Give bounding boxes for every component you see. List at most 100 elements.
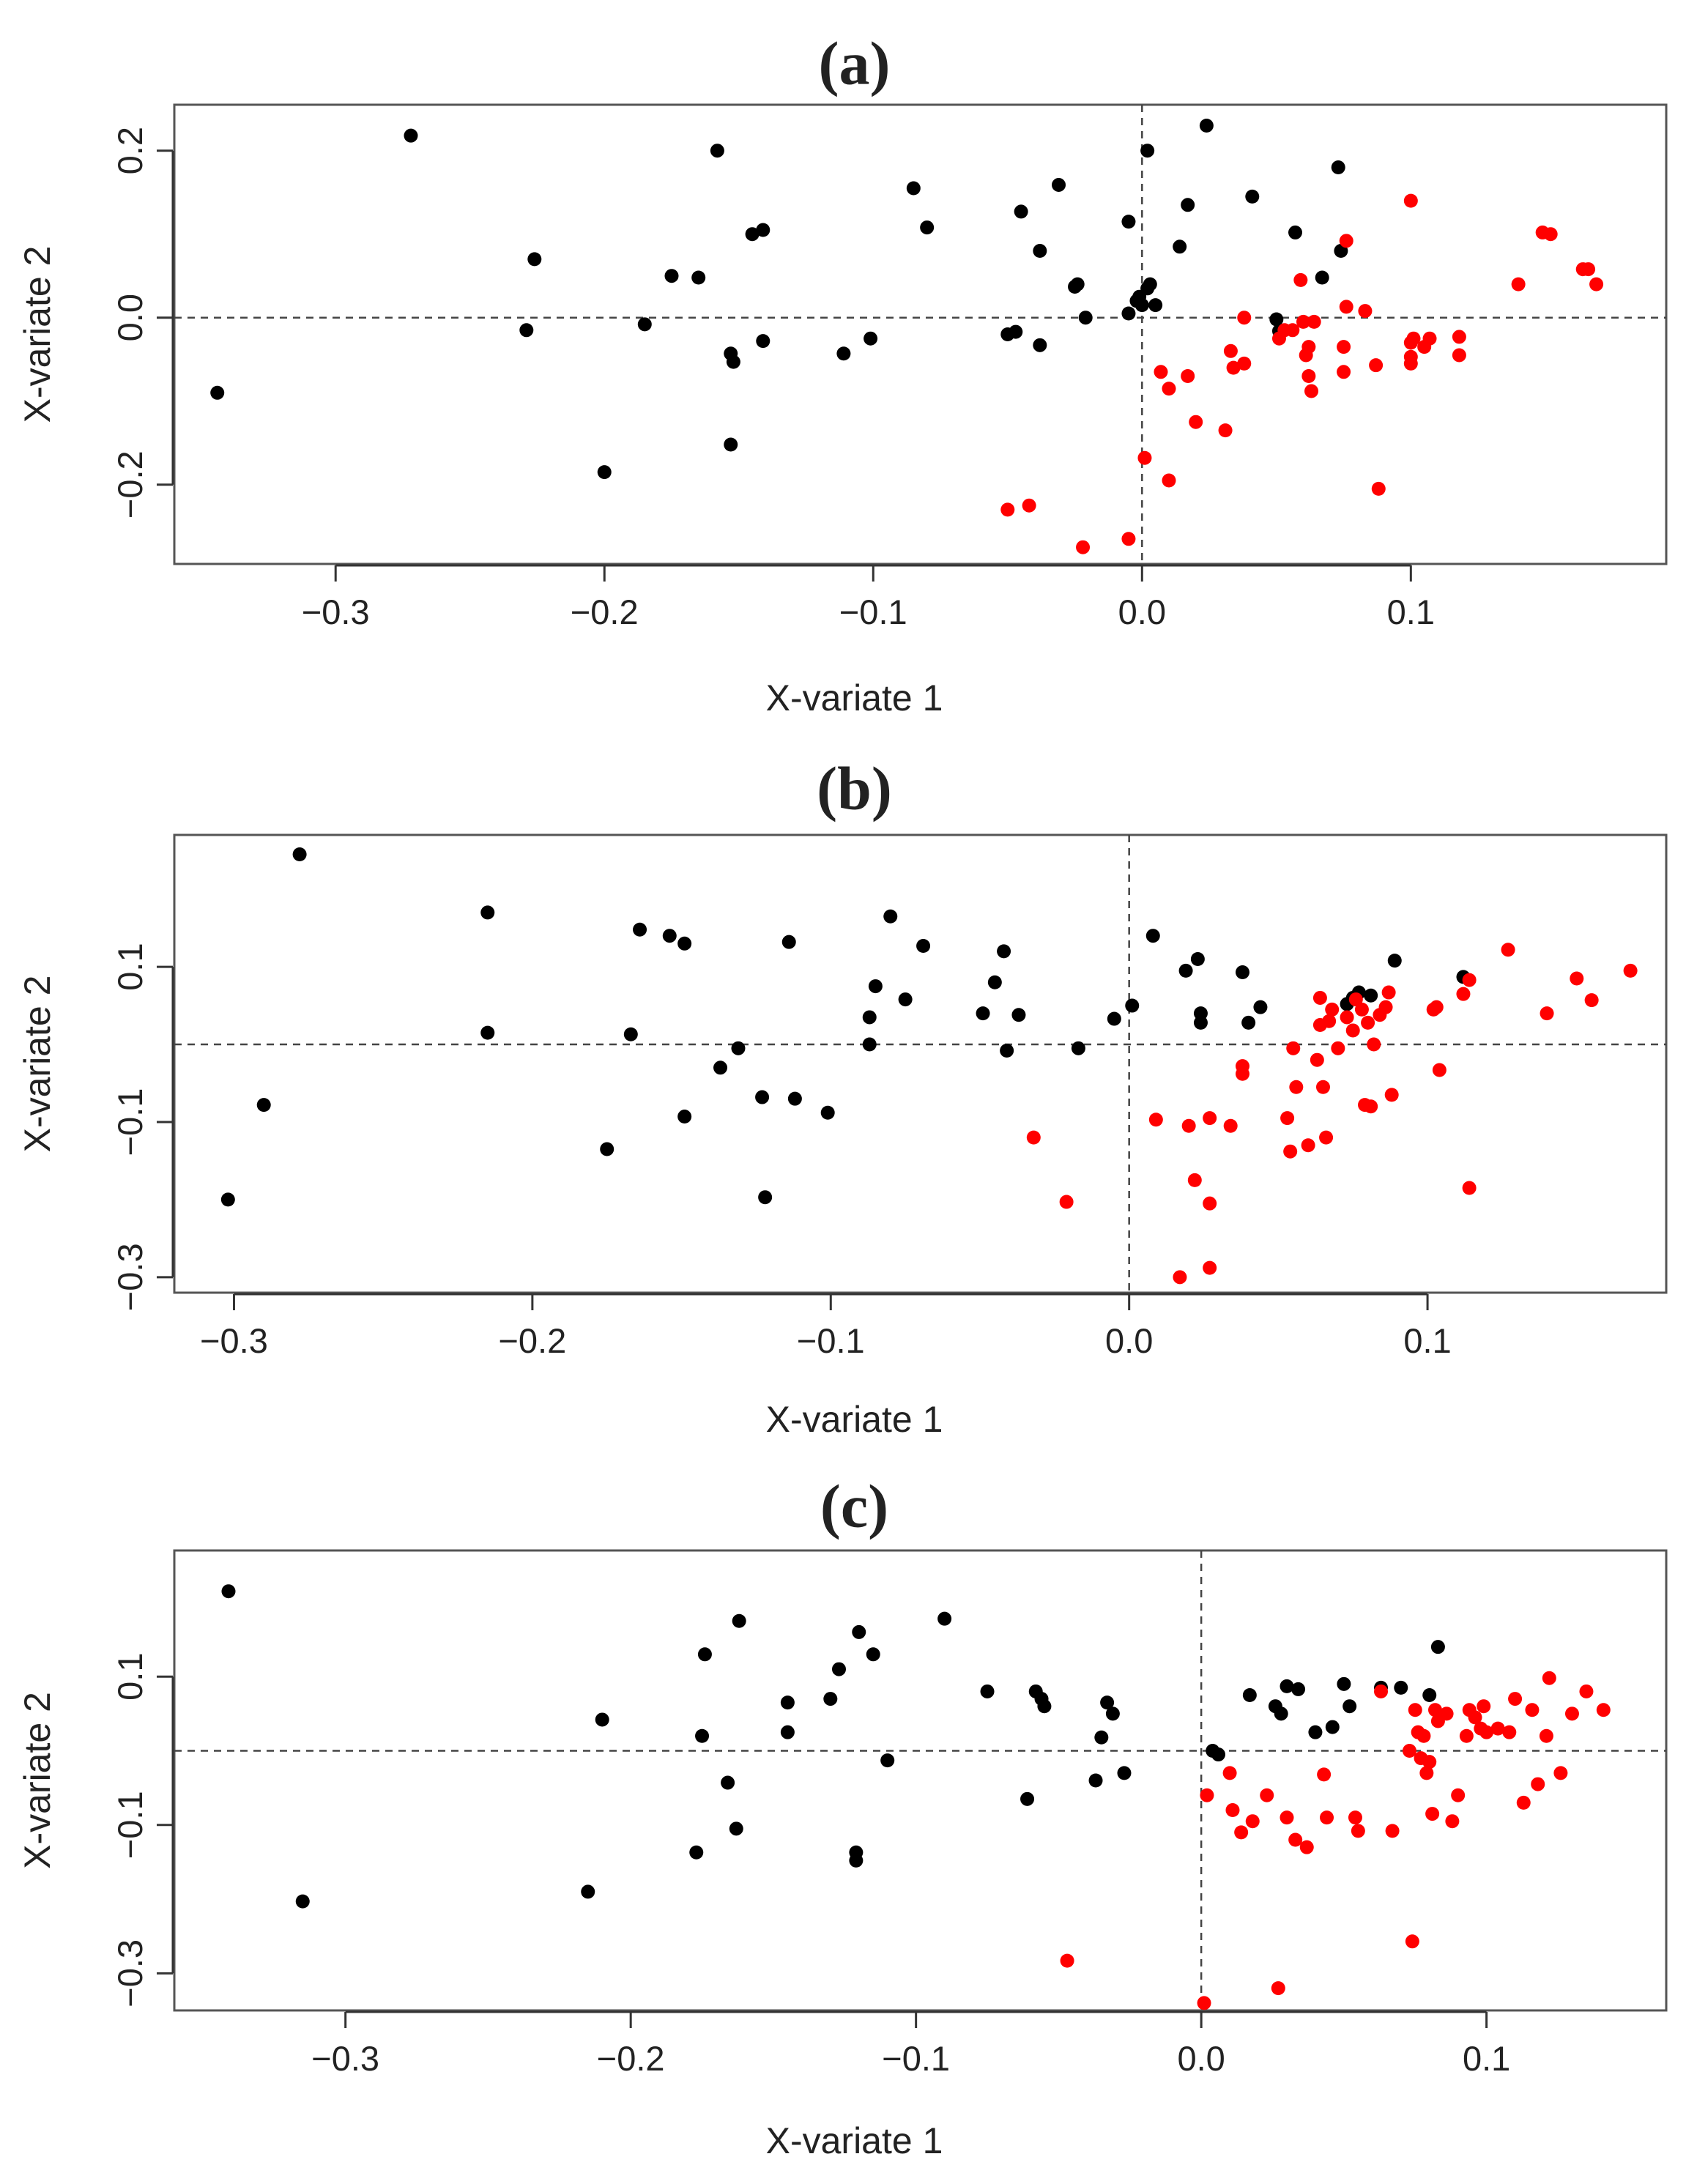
x-tick-label: −0.1 bbox=[797, 1321, 865, 1360]
data-point bbox=[1310, 1052, 1324, 1067]
y-tick-label: 0.0 bbox=[111, 294, 149, 341]
data-point bbox=[1105, 1706, 1120, 1721]
data-point bbox=[1623, 963, 1638, 978]
data-point bbox=[1331, 160, 1345, 174]
data-point bbox=[1260, 1788, 1274, 1802]
data-point bbox=[664, 269, 679, 283]
data-point bbox=[1339, 234, 1353, 248]
data-point bbox=[1296, 314, 1311, 329]
data-point bbox=[1140, 144, 1155, 158]
data-point bbox=[1000, 1043, 1014, 1058]
data-point bbox=[581, 1884, 595, 1899]
data-point bbox=[980, 1684, 995, 1698]
data-point bbox=[221, 1584, 236, 1599]
data-point bbox=[1319, 1130, 1334, 1145]
data-point bbox=[1428, 1703, 1443, 1717]
data-point bbox=[1452, 348, 1466, 363]
data-point bbox=[1385, 1824, 1400, 1838]
x-tick-label: −0.3 bbox=[311, 2039, 379, 2078]
y-axis-title: X-variate 2 bbox=[17, 246, 58, 423]
data-point bbox=[726, 354, 740, 369]
panel-title: (a) bbox=[819, 29, 891, 97]
data-point bbox=[1364, 1099, 1378, 1114]
data-point bbox=[1199, 119, 1214, 133]
data-point bbox=[695, 1728, 710, 1743]
plot-frame bbox=[173, 833, 1668, 1294]
data-point bbox=[880, 1753, 895, 1768]
data-point bbox=[866, 1647, 880, 1662]
data-point bbox=[1540, 1006, 1554, 1021]
series-2 bbox=[1060, 1671, 1611, 2010]
x-tick-label: 0.1 bbox=[1463, 2039, 1510, 2078]
data-point bbox=[1197, 1996, 1211, 2010]
data-point bbox=[1490, 1721, 1505, 1736]
data-point bbox=[862, 1037, 877, 1052]
data-point bbox=[1367, 1037, 1381, 1052]
data-point bbox=[1280, 1111, 1295, 1126]
data-point bbox=[1432, 1063, 1447, 1077]
data-point bbox=[1033, 244, 1047, 258]
data-point bbox=[1542, 1671, 1556, 1685]
data-point bbox=[1253, 1000, 1268, 1014]
data-point bbox=[1181, 198, 1195, 212]
data-point bbox=[1422, 1755, 1437, 1769]
data-point bbox=[1148, 1113, 1163, 1127]
data-point bbox=[1094, 1730, 1109, 1745]
data-point bbox=[519, 323, 534, 338]
data-point bbox=[1286, 1041, 1301, 1055]
data-point bbox=[1237, 311, 1252, 325]
data-point bbox=[1312, 990, 1327, 1005]
data-point bbox=[623, 1027, 638, 1041]
data-point bbox=[1543, 227, 1558, 242]
data-point bbox=[1374, 1684, 1389, 1698]
data-point bbox=[1193, 1015, 1208, 1030]
data-point bbox=[1162, 382, 1176, 396]
data-point bbox=[1271, 1981, 1285, 1996]
data-point bbox=[480, 905, 495, 920]
data-point bbox=[689, 1845, 704, 1860]
data-point bbox=[755, 1090, 770, 1104]
data-point bbox=[1570, 971, 1584, 986]
x-tick-label: −0.3 bbox=[200, 1321, 268, 1360]
data-point bbox=[1288, 1832, 1303, 1847]
data-point bbox=[1242, 1688, 1257, 1703]
data-point bbox=[1320, 1810, 1334, 1825]
data-point bbox=[1445, 1814, 1460, 1829]
data-point bbox=[1462, 973, 1477, 987]
data-point bbox=[1037, 1699, 1052, 1714]
y-axis-title: X-variate 2 bbox=[17, 1692, 58, 1869]
data-point bbox=[1511, 277, 1526, 291]
data-point bbox=[1539, 1728, 1553, 1743]
data-point bbox=[916, 938, 931, 953]
data-point bbox=[527, 252, 542, 267]
data-point bbox=[1020, 1791, 1035, 1806]
data-point bbox=[1218, 423, 1233, 438]
data-point bbox=[1107, 1011, 1121, 1026]
data-point bbox=[1479, 1725, 1494, 1739]
data-point bbox=[836, 346, 851, 361]
data-point bbox=[1211, 1747, 1226, 1762]
data-point bbox=[756, 334, 770, 349]
data-point bbox=[1026, 1130, 1041, 1145]
data-point bbox=[1173, 239, 1187, 254]
data-point bbox=[1299, 1840, 1314, 1854]
data-point bbox=[987, 975, 1002, 989]
data-point bbox=[1291, 1682, 1306, 1696]
data-point bbox=[1145, 929, 1160, 943]
data-point bbox=[691, 270, 706, 285]
data-point bbox=[1022, 498, 1036, 513]
data-point bbox=[1125, 998, 1140, 1013]
data-point bbox=[1154, 365, 1168, 379]
data-point bbox=[1596, 1703, 1611, 1717]
data-point bbox=[1408, 1703, 1422, 1717]
data-point bbox=[480, 1025, 495, 1040]
data-point bbox=[1190, 951, 1205, 966]
y-tick-label: −0.1 bbox=[111, 1088, 149, 1156]
data-point bbox=[1121, 532, 1136, 546]
data-point bbox=[1553, 1766, 1568, 1780]
data-point bbox=[729, 1821, 743, 1836]
data-point bbox=[1307, 314, 1321, 329]
data-point bbox=[1430, 1640, 1445, 1654]
y-tick-label: 0.2 bbox=[111, 127, 149, 174]
data-point bbox=[256, 1098, 271, 1113]
